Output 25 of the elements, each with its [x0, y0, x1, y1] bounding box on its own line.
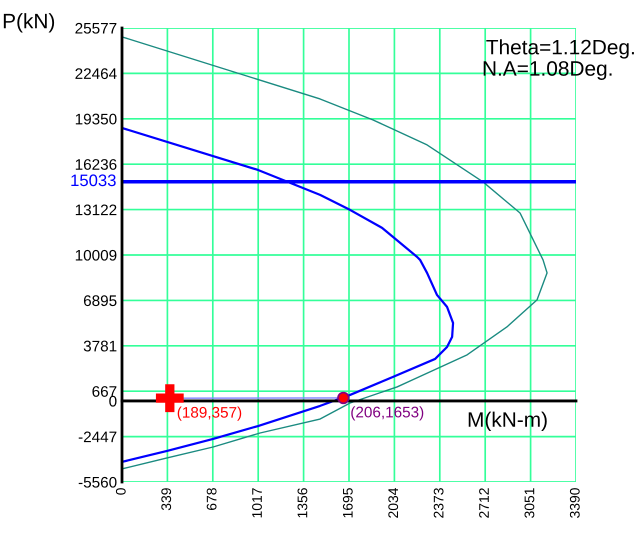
- y-tick-label: -2447: [78, 431, 116, 442]
- y-tick-label: 6895: [84, 295, 116, 306]
- x-tick-label: 678: [206, 488, 217, 510]
- y-tick-label: 667: [92, 386, 116, 397]
- y-tick-label: 10009: [76, 250, 116, 261]
- y-axis-title: P(kN): [4, 13, 54, 33]
- x-tick-label: 1356: [297, 488, 308, 518]
- y-tick-label: 3781: [84, 340, 116, 352]
- y-tick-label: -5560: [78, 476, 117, 488]
- y-tick-label: 25577: [75, 22, 116, 34]
- x-tick-label: 1695: [342, 488, 353, 518]
- x-tick-label: 3390: [570, 488, 580, 518]
- x-tick-label: 2373: [434, 488, 444, 518]
- x-tick-label: 2712: [479, 488, 489, 518]
- y-tick-label: 0: [109, 396, 117, 407]
- x-tick-label: 1017: [252, 488, 262, 518]
- y-tick-label: 22464: [75, 68, 117, 80]
- x-tick-label: 2034: [388, 488, 398, 518]
- y-tick-label: 13122: [76, 204, 116, 216]
- x-tick-label: 0: [116, 488, 126, 495]
- y-tick-label: 19350: [76, 114, 117, 124]
- ref-line-label: 15033: [71, 174, 116, 186]
- x-tick-label: 3051: [524, 488, 534, 518]
- x-tick-label: 339: [161, 488, 172, 510]
- y-tick-label: 16236: [76, 159, 116, 170]
